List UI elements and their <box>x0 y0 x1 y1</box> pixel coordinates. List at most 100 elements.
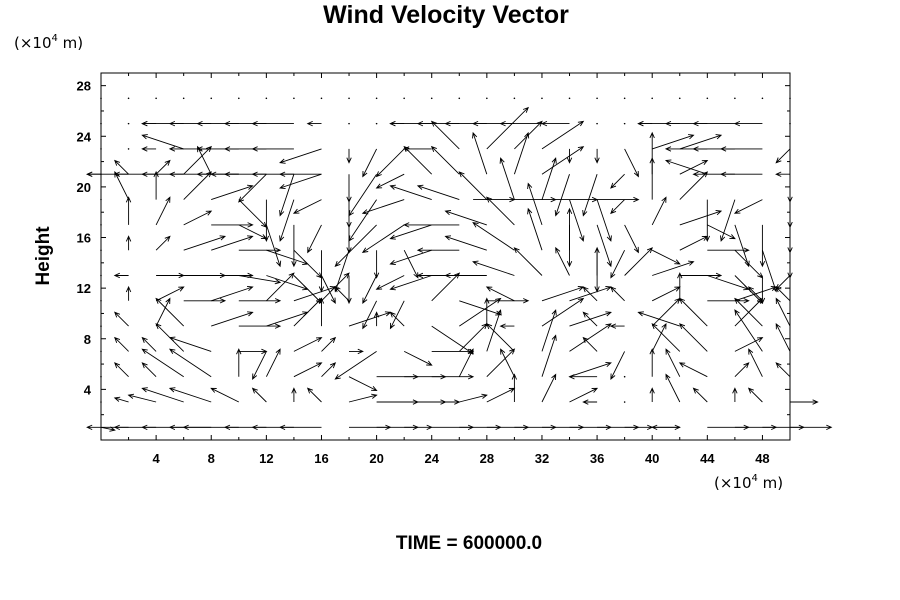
wind-vector <box>707 224 736 240</box>
wind-vector <box>775 286 791 302</box>
y-axis-title: Height <box>33 226 54 286</box>
wind-vector-dot <box>100 299 102 302</box>
wind-vector <box>306 387 322 403</box>
axis-ticks <box>101 73 790 440</box>
overlay-vectors <box>86 171 790 203</box>
wind-vector <box>403 146 432 152</box>
wind-vector <box>775 362 791 378</box>
wind-vector <box>155 235 171 251</box>
wind-vector <box>431 325 475 355</box>
y-unit-label: (×104 m) <box>14 33 83 52</box>
y-tick-labels: 4 8 12 16 20 24 28 <box>77 79 92 398</box>
wind-vector <box>236 348 242 377</box>
wind-vector-dot <box>596 122 598 125</box>
wind-vector <box>692 387 708 403</box>
wind-vector <box>610 249 626 279</box>
wind-vector <box>430 145 460 175</box>
wind-vector <box>499 323 515 329</box>
wind-vector <box>292 199 322 214</box>
wind-vector <box>210 387 240 403</box>
wind-vector-dot <box>182 97 185 100</box>
wind-vector <box>279 173 322 190</box>
wind-vector <box>403 249 419 279</box>
wind-vector <box>403 350 433 366</box>
wind-vector <box>334 224 377 267</box>
wind-vector <box>624 148 639 178</box>
wind-vector <box>403 222 460 228</box>
wind-vector <box>156 272 185 279</box>
wind-vector <box>790 424 833 431</box>
wind-vector-dot <box>127 122 130 125</box>
wind-vector <box>444 210 487 226</box>
wind-vector <box>349 348 364 355</box>
wind-vector <box>484 297 490 327</box>
wind-vector <box>582 399 598 405</box>
wind-vector-dot <box>789 122 791 125</box>
wind-vector <box>678 362 708 378</box>
wind-vector <box>334 250 350 293</box>
wind-vector-dot <box>761 97 764 100</box>
y-tick-label: 8 <box>84 332 91 347</box>
wind-vector <box>637 311 680 327</box>
wind-vector <box>389 224 432 240</box>
wind-vector <box>238 199 268 228</box>
wind-vector <box>594 250 600 293</box>
wind-vector <box>211 286 254 302</box>
wind-vector <box>734 309 763 352</box>
x-tick-label: 4 <box>153 451 161 466</box>
wind-vector <box>610 351 626 380</box>
wind-vector <box>734 275 764 304</box>
wind-vector <box>652 260 695 276</box>
wind-vector-dot <box>100 375 102 378</box>
wind-vector <box>761 250 778 293</box>
y-tick-label: 20 <box>77 180 91 195</box>
wind-vector-dot <box>789 97 791 100</box>
wind-vector <box>389 184 432 201</box>
wind-vector <box>183 210 213 226</box>
wind-vector <box>431 374 475 380</box>
x-tick-label: 16 <box>314 451 328 466</box>
wind-vector <box>459 393 488 403</box>
wind-vector <box>596 224 612 268</box>
wind-vector <box>114 171 130 200</box>
wind-vector <box>346 275 352 305</box>
wind-vector-dot <box>100 401 102 403</box>
wind-vector <box>624 224 639 254</box>
wind-vector <box>238 173 267 203</box>
x-tick-label: 32 <box>535 451 549 466</box>
wind-vector <box>375 275 405 290</box>
wind-vector <box>649 131 655 175</box>
wind-vector <box>444 272 487 279</box>
wind-vector <box>540 120 570 127</box>
wind-vector <box>566 224 573 268</box>
wind-vector <box>594 148 600 164</box>
wind-vector <box>541 157 557 200</box>
wind-vector-dot <box>210 97 213 100</box>
wind-vector <box>541 120 585 150</box>
wind-vector <box>665 348 681 377</box>
wind-vector <box>238 348 268 355</box>
wind-vector <box>707 298 750 304</box>
wind-vector-dot <box>100 224 102 226</box>
wind-vector <box>211 222 254 228</box>
wind-vector <box>486 298 530 304</box>
wind-vector <box>692 120 735 127</box>
x-tick-label: 44 <box>700 451 715 466</box>
wind-vector <box>720 171 763 177</box>
wind-vector <box>141 134 184 150</box>
wind-vector <box>679 210 723 226</box>
wind-vector <box>211 235 254 251</box>
wind-vector <box>679 171 709 200</box>
x-tick-label: 24 <box>424 451 439 466</box>
wind-vector <box>141 348 184 378</box>
wind-vector-dot <box>100 274 102 277</box>
wind-vector <box>679 297 708 327</box>
wind-vector <box>291 224 297 268</box>
wind-vector <box>430 120 460 150</box>
x-tick-label: 12 <box>259 451 273 466</box>
wind-vector <box>734 224 750 268</box>
y-tick-label: 16 <box>77 231 91 246</box>
wind-vector <box>183 145 212 175</box>
wind-vector <box>293 362 323 378</box>
wind-vector-dot <box>623 97 626 100</box>
